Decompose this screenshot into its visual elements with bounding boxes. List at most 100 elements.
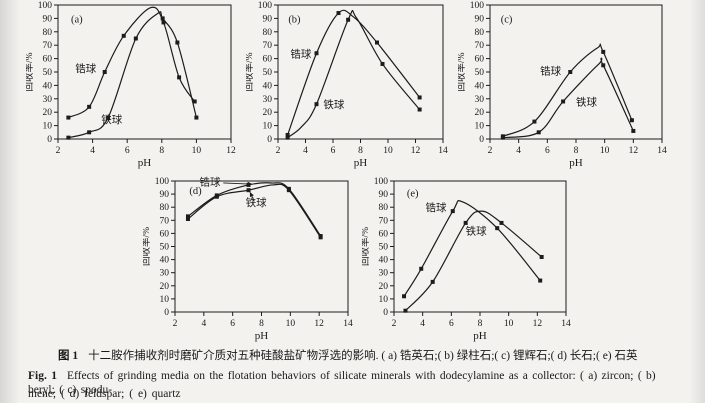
x-axis-title: pH (569, 157, 583, 169)
y-tick-label: 0 (479, 135, 484, 145)
chart-svg-b: 2 4 6 8 10 12 14 0 10 20 30 40 50 60 70 80 90 100 pH 回收率/% (… (246, 1, 448, 169)
chart-svg-c: 2 4 6 8 10 12 14 0 10 20 30 40 50 60 70 80 90 100 pH 回收率/% (… (458, 1, 667, 169)
panel-letter: (e) (407, 189, 419, 200)
scan-shadow-left (0, 0, 20, 403)
data-point (194, 115, 199, 120)
data-point (66, 135, 71, 140)
y-tick-label: 90 (379, 190, 389, 200)
y-tick-label: 10 (379, 295, 389, 305)
x-tick-label: 8 (259, 319, 264, 329)
y-tick-label: 40 (160, 256, 170, 266)
x-tick-label: 10 (286, 319, 296, 329)
panel-letter: (c) (501, 14, 513, 25)
data-point (375, 40, 379, 45)
series-curve-铁球 (287, 9, 421, 139)
data-point (87, 104, 92, 109)
x-tick-label: 14 (561, 319, 571, 329)
series-label-锆球: 锆球 (290, 47, 311, 60)
data-point (532, 119, 537, 124)
data-point (285, 132, 290, 137)
y-tick-label: 70 (379, 216, 389, 226)
chart-panel-e: 2 4 6 8 10 12 14 0 10 20 30 40 50 60 70 80 90 100 pH 回收率/% (… (362, 176, 576, 345)
y-axis-title: 回收率/% (143, 227, 152, 266)
series-label-铁球: 铁球 (466, 225, 487, 238)
x-tick-label: 4 (516, 146, 521, 156)
data-point (346, 17, 351, 22)
x-tick-label: 10 (192, 146, 202, 156)
data-point (318, 235, 323, 240)
y-tick-label: 100 (155, 177, 170, 187)
x-tick-label: 2 (276, 146, 281, 156)
data-point (314, 51, 319, 56)
x-tick-label: 8 (159, 146, 164, 156)
x-tick-label: 4 (90, 146, 95, 156)
data-point (121, 33, 126, 38)
chart-panel-a: 2 4 6 8 10 12 0 10 20 30 40 50 60 70 80 90 100 pH 回收率/% (a)… (26, 0, 241, 169)
data-point (66, 115, 71, 120)
x-tick-label: 4 (201, 319, 206, 329)
panel-letter: (a) (71, 14, 83, 25)
y-tick-label: 50 (43, 68, 53, 78)
panel-letter: (d) (189, 186, 202, 197)
y-tick-label: 0 (383, 308, 388, 318)
x-tick-label: 6 (125, 146, 130, 156)
series-label-铁球: 铁球 (576, 96, 597, 109)
data-point (285, 135, 290, 140)
figure-number-en: Fig. 1 (28, 370, 57, 382)
y-tick-label: 20 (160, 282, 170, 292)
series-curve-锆球 (187, 182, 322, 237)
x-axis-title: pH (255, 330, 269, 342)
x-tick-label: 14 (657, 146, 667, 156)
y-tick-label: 0 (164, 308, 169, 318)
x-tick-label: 2 (56, 146, 61, 156)
caption-chinese-text: 十二胺作捕收剂时磨矿介质对五种硅酸盐矿物浮选的影响. ( a) 锆英石;( b)… (88, 350, 638, 362)
x-axis-title: pH (138, 157, 152, 169)
plot-frame (489, 4, 663, 140)
x-tick-label: 2 (173, 319, 178, 329)
data-point (177, 75, 182, 80)
y-tick-label: 70 (43, 41, 53, 51)
data-point (430, 279, 435, 284)
y-tick-label: 100 (38, 1, 53, 11)
x-tick-label: 14 (343, 319, 353, 329)
plot-frame (393, 180, 567, 313)
y-tick-label: 40 (379, 256, 389, 266)
data-point (192, 99, 197, 104)
caption-english-line1: Fig. 1 Effects of grinding media on the f… (28, 369, 680, 397)
panel-letter: (b) (288, 14, 301, 25)
y-tick-label: 10 (160, 295, 170, 305)
x-tick-label: 6 (545, 146, 550, 156)
series-curve-锆球 (68, 6, 196, 119)
series-label-锆球: 锆球 (426, 201, 447, 214)
x-tick-label: 10 (600, 146, 610, 156)
data-point (403, 308, 408, 313)
x-tick-label: 4 (420, 319, 425, 329)
annotation-arrow-line (223, 182, 253, 185)
x-tick-label: 12 (411, 146, 421, 156)
y-tick-label: 80 (379, 203, 389, 213)
x-tick-label: 14 (438, 146, 448, 156)
x-tick-label: 12 (629, 146, 639, 156)
y-tick-label: 80 (43, 28, 53, 38)
y-tick-label: 40 (43, 81, 53, 91)
y-axis-title: 回收率/% (246, 52, 255, 91)
chart-panel-d: 2 4 6 8 10 12 14 0 10 20 30 40 50 60 70 80 90 100 pH 回收率/% (… (143, 176, 358, 345)
data-point (417, 95, 422, 100)
y-tick-label: 90 (475, 14, 485, 24)
y-tick-label: 30 (475, 95, 485, 105)
x-tick-label: 12 (314, 319, 324, 329)
data-point (314, 102, 319, 107)
data-point (185, 214, 190, 219)
y-tick-label: 30 (43, 95, 53, 105)
x-axis-title: pH (473, 330, 487, 342)
y-tick-label: 40 (475, 81, 485, 91)
x-tick-label: 8 (478, 319, 483, 329)
x-tick-label: 2 (488, 146, 493, 156)
y-tick-label: 20 (379, 282, 389, 292)
data-point (629, 118, 634, 123)
data-point (106, 115, 111, 120)
y-tick-label: 30 (379, 269, 389, 279)
data-point (87, 130, 92, 135)
chart-svg-e: 2 4 6 8 10 12 14 0 10 20 30 40 50 60 70 80 90 100 pH 回收率/% (… (362, 177, 571, 342)
x-tick-label: 10 (383, 146, 393, 156)
